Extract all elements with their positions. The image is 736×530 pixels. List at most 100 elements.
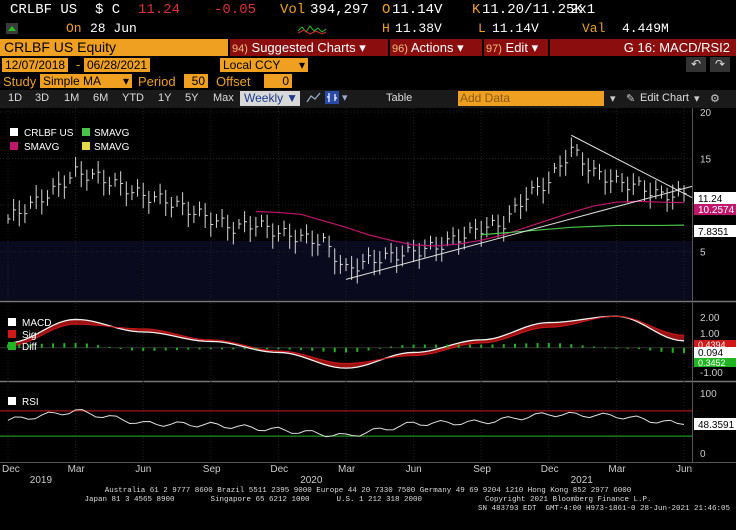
high-label: H xyxy=(382,21,390,36)
legend-swatch xyxy=(82,128,90,136)
add-data-input[interactable]: Add Data xyxy=(458,91,604,106)
sig-line xyxy=(7,315,685,364)
period-6m[interactable]: 6M xyxy=(93,92,109,104)
edit-label: Edit xyxy=(505,40,528,55)
macd-tag xyxy=(694,347,736,358)
smavg-line xyxy=(255,200,685,247)
chart-canvas[interactable]: 5101520 CRLBF US SMAVG SMAVG SMAVG 11.24… xyxy=(0,108,736,530)
suggested-charts-button[interactable]: 94) Suggested Charts ▾ xyxy=(230,39,388,56)
diff-bar xyxy=(525,343,528,348)
period-max[interactable]: Max xyxy=(213,92,234,104)
x-tick-year: 2019 xyxy=(30,475,53,486)
chart-template-label[interactable]: G 16: MACD/RSI2 xyxy=(550,39,736,56)
chevron-down-icon[interactable]: ▾ xyxy=(694,93,700,105)
offset-label: Offset xyxy=(216,74,251,89)
chevron-down-icon: ▾ xyxy=(359,40,366,55)
start-date-field[interactable]: 12/07/2018 xyxy=(2,58,69,72)
redo-icon[interactable]: ↷ xyxy=(710,57,730,72)
study-bar: Study Simple MA ▾ Period 50 Offset 0 xyxy=(0,73,736,90)
price-change: -0.05 xyxy=(214,2,257,18)
legend-swatch xyxy=(82,142,90,150)
x-tick-month: Sep xyxy=(203,464,221,475)
line-chart-icon[interactable] xyxy=(306,91,322,107)
diff-bar xyxy=(446,344,449,348)
diff-bar xyxy=(604,347,607,349)
offset-field[interactable]: 0 xyxy=(264,74,292,88)
frequency-select[interactable]: Weekly ▼ xyxy=(240,91,300,106)
edit-button[interactable]: 97) Edit ▾ xyxy=(484,39,548,56)
smavg-line xyxy=(481,224,685,236)
macd-diff-tag-text: 0.3452 xyxy=(698,358,726,368)
price-legend: CRLBF US SMAVG SMAVG SMAVG xyxy=(10,128,130,153)
date-range-bar: 12/07/2018 - 06/28/2021 Local CCY ▾ ↶ ↷ xyxy=(0,57,736,73)
diff-bar xyxy=(63,343,66,348)
diff-bar xyxy=(176,347,178,351)
suggested-charts-num: 94) xyxy=(232,43,248,55)
pencil-icon[interactable]: ✎ xyxy=(626,93,636,105)
undo-icon[interactable]: ↶ xyxy=(686,57,706,72)
legend-smavg-3: SMAVG xyxy=(94,128,130,139)
period-5y[interactable]: 5Y xyxy=(185,92,199,104)
range-separator: - xyxy=(76,57,81,72)
period-1m[interactable]: 1M xyxy=(64,92,80,104)
traded-value: 4.449M xyxy=(622,21,669,36)
period-field[interactable]: 50 xyxy=(184,74,208,88)
x-tick-month: Jun xyxy=(406,464,422,475)
rsi-line xyxy=(7,409,685,438)
x-tick-month: Sep xyxy=(473,464,491,475)
study-select[interactable]: Simple MA ▾ xyxy=(40,74,132,88)
price-y-tick: 20 xyxy=(700,108,712,119)
currency-select[interactable]: Local CCY ▾ xyxy=(220,58,308,72)
legend-swatch xyxy=(8,397,16,405)
x-tick-month: Mar xyxy=(338,464,356,475)
low-label: L xyxy=(478,21,486,36)
frequency-value: Weekly xyxy=(244,91,284,105)
x-tick-month: Dec xyxy=(2,464,20,475)
sma1-tag xyxy=(694,204,736,215)
value-label: Val xyxy=(582,21,606,36)
settings-icon[interactable]: ⚙ xyxy=(710,93,720,105)
chevron-down-icon[interactable]: ▾ xyxy=(610,93,616,105)
x-axis: Dec Mar Jun Sep Dec Mar Jun Sep Dec Mar Jun 2019 202… xyxy=(2,464,692,486)
macd-line xyxy=(7,315,685,369)
quote-date: 28 Jun xyxy=(90,21,137,36)
price-y-tick: 15 xyxy=(700,155,712,166)
diff-bar xyxy=(333,347,336,353)
period-1y[interactable]: 1Y xyxy=(158,92,172,104)
macd-tick: 2.00 xyxy=(700,313,720,324)
macd-tick: -1.00 xyxy=(700,368,723,379)
sparkline-icon xyxy=(297,23,328,39)
diff-bar xyxy=(378,347,381,349)
x-tick-month: Dec xyxy=(270,464,288,475)
end-date-field[interactable]: 06/28/2021 xyxy=(84,58,151,72)
diff-bar xyxy=(491,344,494,348)
chevron-down-icon[interactable]: ▾ xyxy=(342,92,348,104)
period-3d[interactable]: 3D xyxy=(35,92,50,104)
footer-line-3: SN 483793 EDT GMT-4:00 H973-1861-0 28-Ju… xyxy=(477,505,730,513)
ticker[interactable]: CRLBF US xyxy=(10,2,78,18)
table-button[interactable]: Table xyxy=(386,92,413,104)
legend-swatch xyxy=(10,128,18,136)
period-ytd[interactable]: YTD xyxy=(122,92,144,104)
actions-button[interactable]: 96) Actions ▾ xyxy=(390,39,482,56)
gridlines xyxy=(0,108,692,462)
diff-bar xyxy=(164,347,167,351)
diff-bar xyxy=(671,347,674,353)
last-price: 11.24 xyxy=(138,2,181,18)
bar-style-icon[interactable] xyxy=(325,91,339,107)
diff-bar xyxy=(119,347,122,349)
volume-label: Vol xyxy=(280,2,306,18)
x-tick-month: Jun xyxy=(676,464,692,475)
macd-sig-tag-text: 0.4394 xyxy=(698,340,726,350)
trendline-resistance xyxy=(571,134,693,199)
rsi-panel xyxy=(0,383,692,461)
diff-bar xyxy=(457,344,460,348)
diff-bar xyxy=(356,347,359,352)
security-title[interactable]: CRLBF US Equity xyxy=(0,39,228,56)
macd-sig-band xyxy=(8,316,684,369)
diff-bar xyxy=(277,347,280,350)
chevron-down-icon: ▾ xyxy=(122,74,129,88)
edit-chart-button[interactable]: Edit Chart xyxy=(640,92,689,104)
period-1d[interactable]: 1D xyxy=(8,92,23,104)
x-tick-month: Mar xyxy=(68,464,86,475)
